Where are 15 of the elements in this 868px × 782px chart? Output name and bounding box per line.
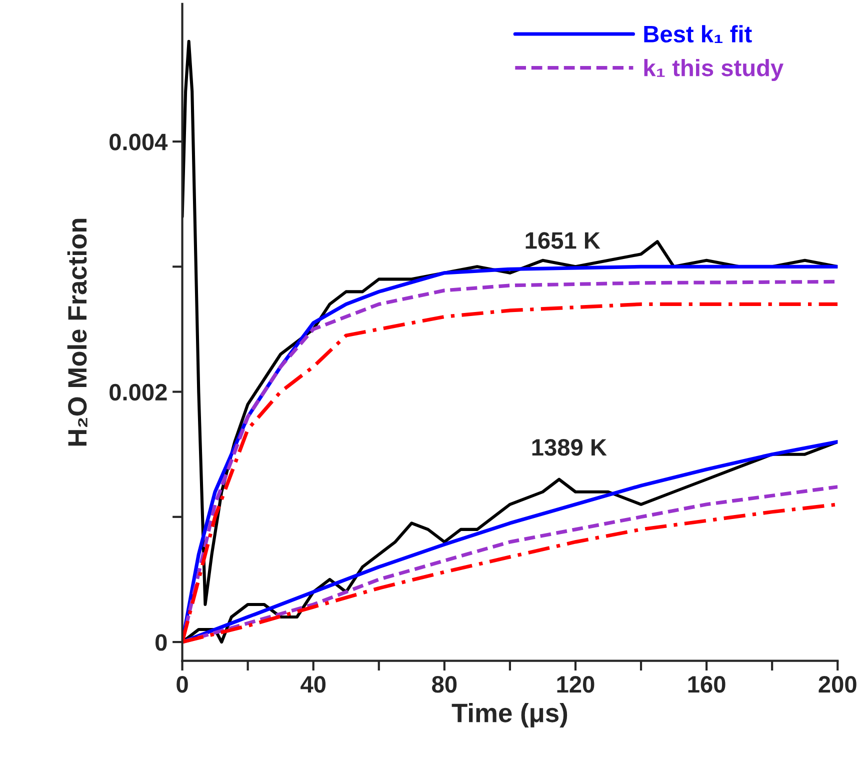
y-axis-title: H₂O Mole Fraction — [67, 218, 88, 446]
y-tick-label: 0.002 — [110, 384, 167, 401]
annotation: 1389 K — [532, 439, 607, 456]
x-tick-label: 0 — [176, 676, 188, 693]
y-tick-label: 0.004 — [110, 134, 168, 150]
x-tick-label: 160 — [688, 676, 726, 693]
x-tick-label: 80 — [432, 676, 457, 693]
y-tick-label: 0 — [156, 634, 167, 651]
annotation: 1651 K — [526, 232, 600, 249]
x-tick-label: 40 — [300, 676, 326, 693]
text: k₁ this study — [644, 58, 784, 81]
text: Best k₁ fit — [644, 25, 752, 44]
x-axis-title: Time (μs) — [452, 702, 568, 728]
x-tick-label: 200 — [818, 676, 856, 693]
x-tick-label: 120 — [557, 676, 594, 693]
